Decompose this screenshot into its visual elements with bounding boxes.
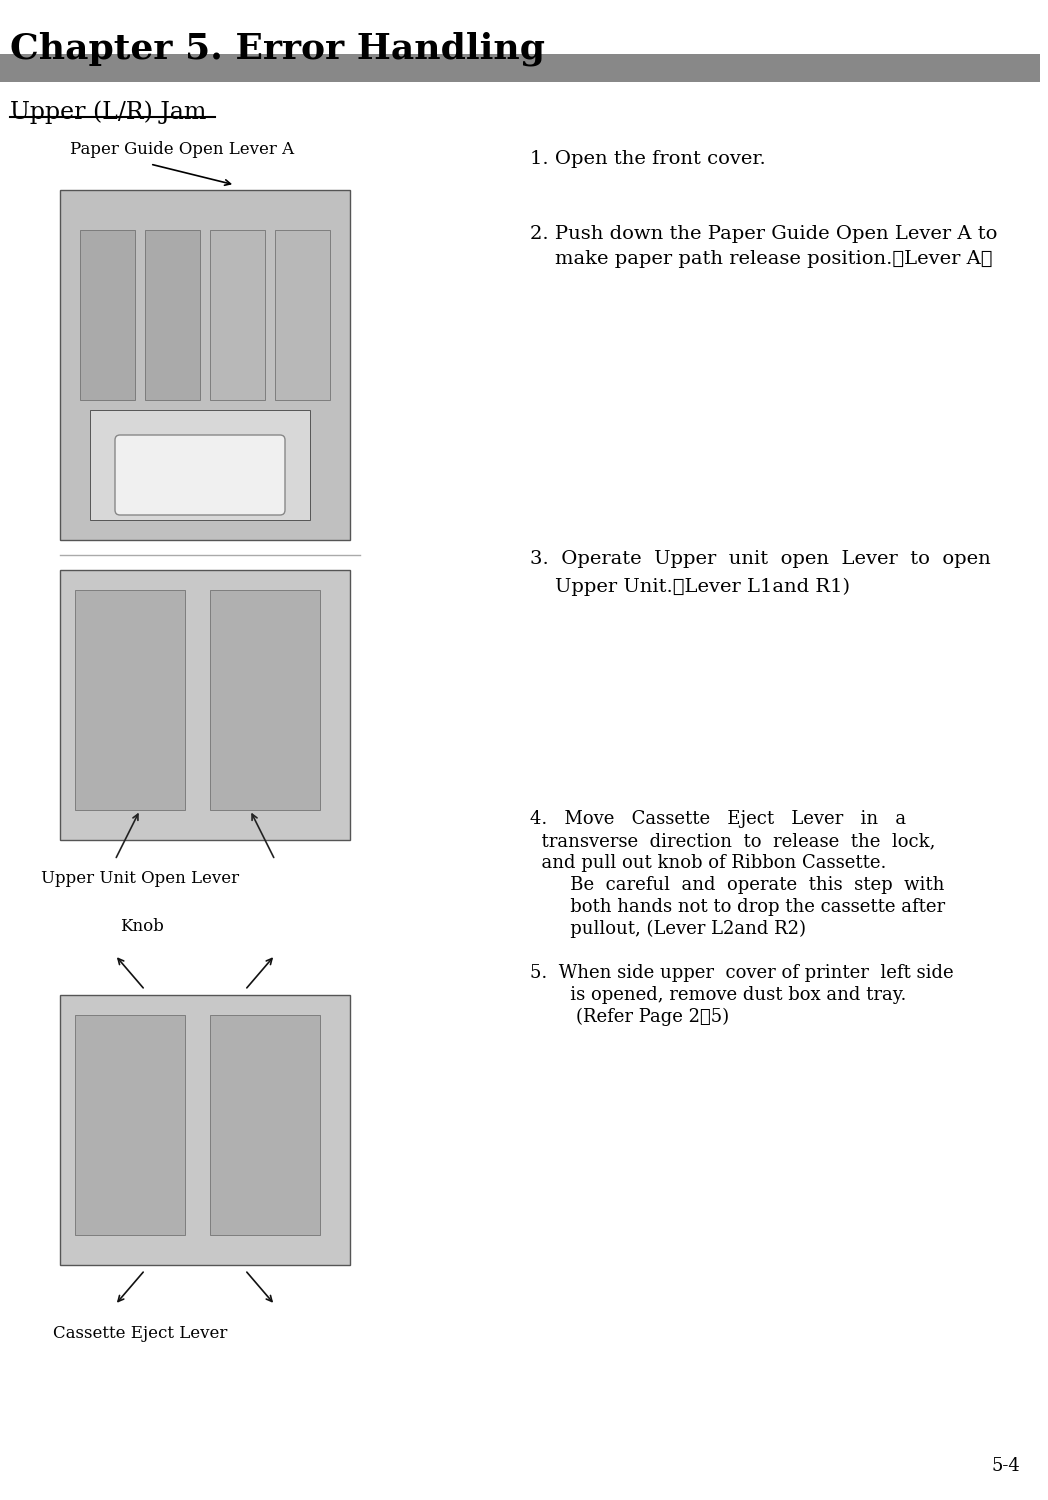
Text: Be  careful  and  operate  this  step  with: Be careful and operate this step with [530,876,944,894]
Text: transverse  direction  to  release  the  lock,: transverse direction to release the lock… [530,833,936,850]
Bar [210,230,265,400]
Text: Knob: Knob [121,918,163,934]
Bar [0,54,1040,82]
Text: pullout, (Lever L2and R2): pullout, (Lever L2and R2) [530,920,806,939]
FancyBboxPatch shape [115,435,285,514]
Text: Upper (L/R) Jam: Upper (L/R) Jam [10,100,206,123]
Bar [275,230,330,400]
Bar [75,1016,185,1234]
Bar [60,994,350,1264]
Text: make paper path release position.（Lever A）: make paper path release position.（Lever … [530,251,992,268]
Text: is opened, remove dust box and tray.: is opened, remove dust box and tray. [530,986,907,1004]
Text: 4.   Move   Cassette   Eject   Lever   in   a: 4. Move Cassette Eject Lever in a [530,810,907,828]
Text: 5-4: 5-4 [991,1456,1020,1474]
Bar [75,590,185,810]
Text: Upper Unit.（Lever L1and R1): Upper Unit.（Lever L1and R1) [530,578,850,597]
Bar [145,230,200,400]
Text: and pull out knob of Ribbon Cassette.: and pull out knob of Ribbon Cassette. [530,853,887,871]
Text: both hands not to drop the cassette after: both hands not to drop the cassette afte… [530,898,945,916]
Bar [90,410,310,520]
Text: Upper Unit Open Lever: Upper Unit Open Lever [41,870,239,886]
Text: 3.  Operate  Upper  unit  open  Lever  to  open: 3. Operate Upper unit open Lever to open [530,550,990,568]
Text: Chapter 5. Error Handling: Chapter 5. Error Handling [10,32,545,66]
Bar [210,590,320,810]
Text: 1. Open the front cover.: 1. Open the front cover. [530,150,766,168]
Bar [60,570,350,840]
Text: 2. Push down the Paper Guide Open Lever A to: 2. Push down the Paper Guide Open Lever … [530,225,998,243]
Text: Paper Guide Open Lever A: Paper Guide Open Lever A [70,141,294,158]
Text: (Refer Page 2－5): (Refer Page 2－5) [530,1008,729,1026]
Text: 5.  When side upper  cover of printer  left side: 5. When side upper cover of printer left… [530,964,954,982]
Bar [210,1016,320,1234]
Bar [80,230,135,400]
Bar [60,190,350,540]
Text: Cassette Eject Lever: Cassette Eject Lever [52,1324,227,1342]
